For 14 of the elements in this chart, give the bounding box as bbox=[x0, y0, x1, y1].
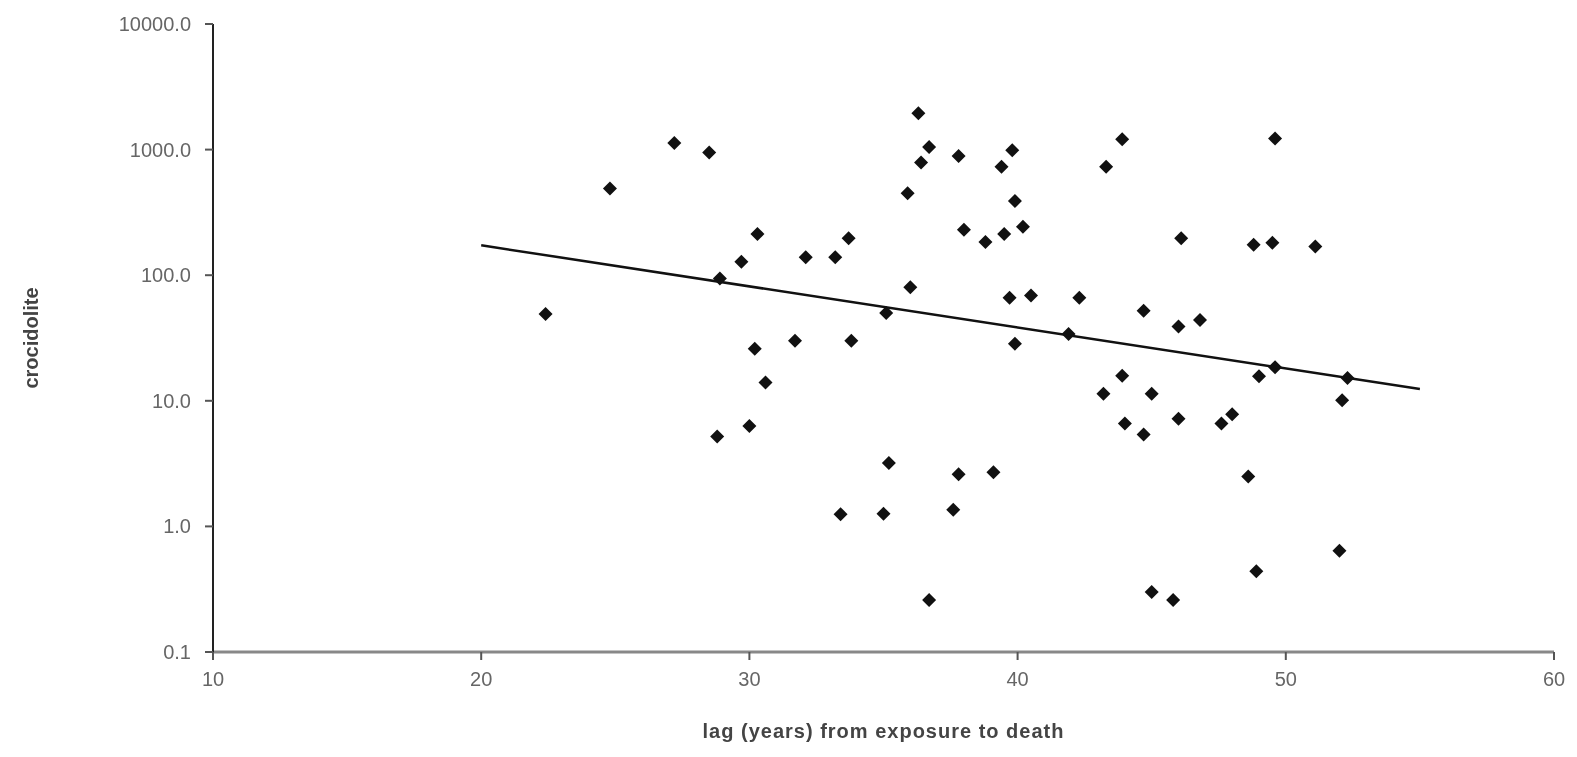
y-tick-label: 100.0 bbox=[140, 264, 191, 287]
y-tick-label: 1.0 bbox=[163, 515, 191, 538]
y-tick-label: 0.1 bbox=[163, 641, 191, 663]
x-tick-label: 20 bbox=[470, 668, 493, 690]
x-tick-label: 10 bbox=[201, 668, 225, 690]
y-tick-label: 10000.0 bbox=[118, 13, 191, 35]
y-tick-label: 10.0 bbox=[152, 389, 191, 412]
x-tick-label: 40 bbox=[1006, 668, 1029, 690]
y-tick-label: 1000.0 bbox=[129, 138, 191, 161]
y-axis-title: crocidolite bbox=[20, 287, 42, 389]
x-axis-title: lag (years) from exposure to death bbox=[702, 720, 1065, 742]
x-tick-label: 60 bbox=[1542, 668, 1566, 690]
x-tick-label: 30 bbox=[738, 668, 761, 690]
x-tick-label: 50 bbox=[1274, 668, 1297, 690]
